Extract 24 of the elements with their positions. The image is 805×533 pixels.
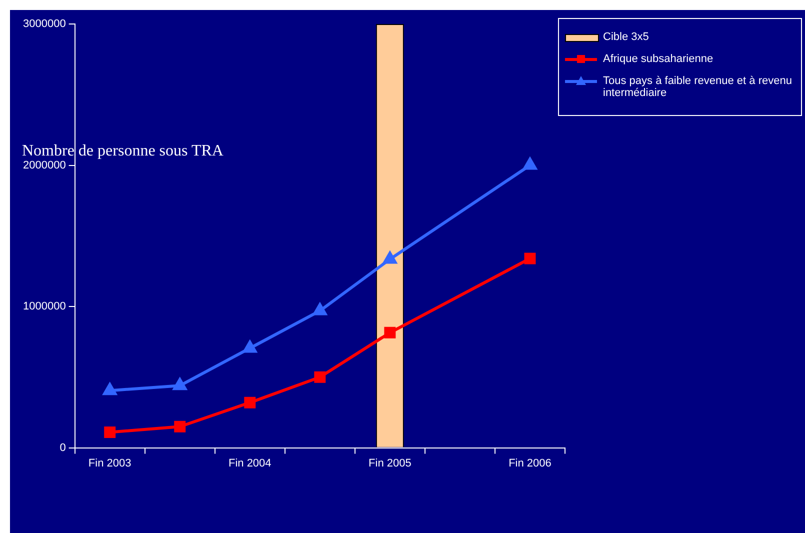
point bbox=[314, 371, 326, 383]
point bbox=[383, 252, 397, 264]
x-tick-label: Fin 2005 bbox=[368, 457, 412, 470]
point bbox=[103, 383, 117, 396]
legend-label: Tous pays à faible revenue et à revenu intermédiaire bbox=[603, 75, 793, 99]
y-tick-label: 1000000 bbox=[22, 300, 66, 313]
x-tick-label: Fin 2003 bbox=[88, 457, 132, 470]
point bbox=[104, 426, 116, 438]
point bbox=[384, 326, 396, 338]
point bbox=[523, 158, 537, 170]
y-tick-label: 2000000 bbox=[22, 159, 66, 172]
y-axis-title: Nombre de personne sous TRA bbox=[22, 142, 224, 160]
point bbox=[524, 252, 536, 264]
point bbox=[173, 378, 187, 390]
point bbox=[174, 420, 186, 432]
y-tick-label: 3000000 bbox=[22, 18, 66, 30]
x-tick-label: Fin 2004 bbox=[228, 457, 272, 470]
point bbox=[313, 303, 327, 316]
point bbox=[243, 340, 257, 353]
point bbox=[244, 396, 256, 408]
legend-label: Afrique subsaharienne bbox=[603, 53, 714, 65]
legend-label: Cible 3x5 bbox=[603, 31, 649, 43]
x-tick-label: Fin 2006 bbox=[508, 457, 552, 470]
y-tick-label: 0 bbox=[60, 442, 66, 454]
